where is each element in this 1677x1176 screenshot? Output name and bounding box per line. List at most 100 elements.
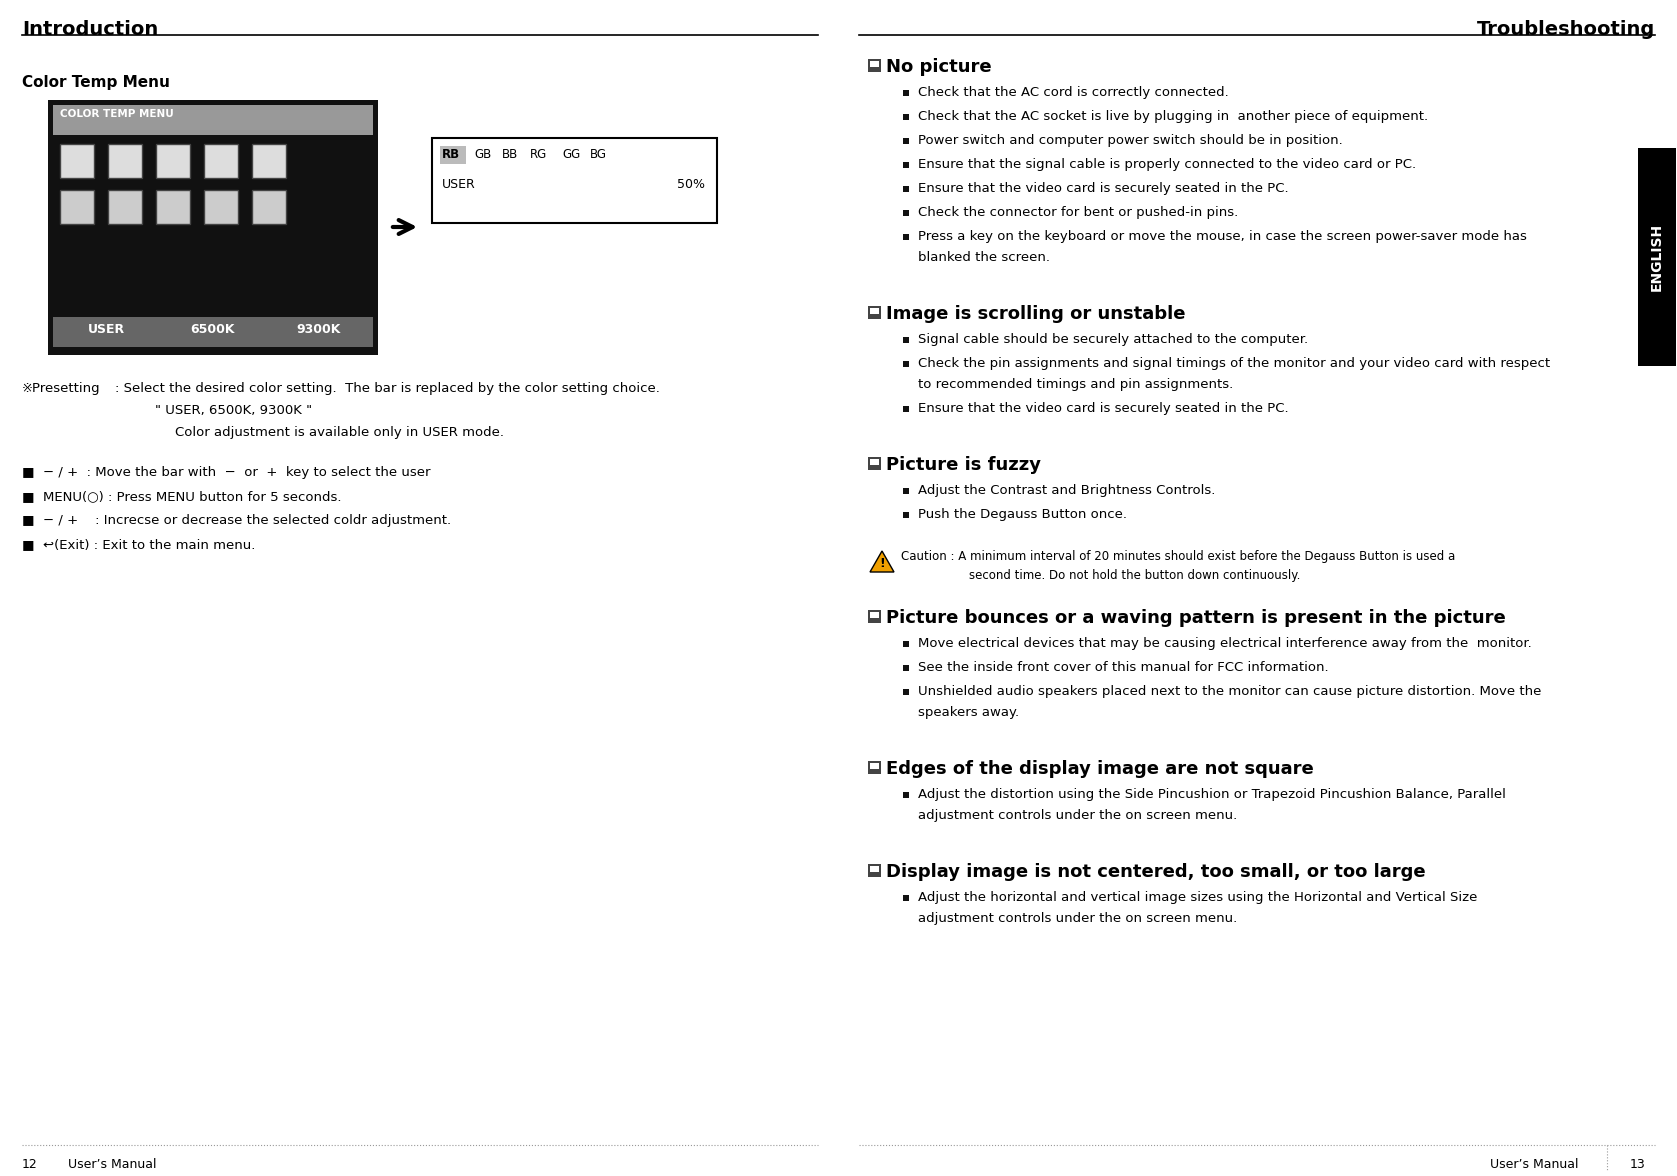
Text: Check that the AC socket is live by plugging in  another piece of equipment.: Check that the AC socket is live by plug…: [917, 111, 1429, 123]
Text: ENGLISH: ENGLISH: [1650, 223, 1664, 292]
Bar: [439, 146, 466, 163]
Bar: [902, 664, 909, 671]
Bar: [902, 338, 909, 343]
Bar: [54, 105, 372, 135]
Bar: [870, 612, 879, 619]
Text: RB: RB: [443, 148, 459, 161]
Text: Check that the AC cord is correctly connected.: Check that the AC cord is correctly conn…: [917, 86, 1229, 99]
Bar: [252, 191, 287, 223]
Text: " USER, 6500K, 9300K ": " USER, 6500K, 9300K ": [154, 405, 312, 417]
Text: User’s Manual: User’s Manual: [60, 1158, 156, 1171]
Bar: [870, 459, 879, 465]
Bar: [902, 512, 909, 517]
Text: Ensure that the video card is securely seated in the PC.: Ensure that the video card is securely s…: [917, 182, 1288, 195]
Text: RG: RG: [530, 148, 547, 161]
Text: adjustment controls under the on screen menu.: adjustment controls under the on screen …: [917, 913, 1238, 926]
Text: Color adjustment is available only in USER mode.: Color adjustment is available only in US…: [174, 426, 505, 439]
Text: Unshielded audio speakers placed next to the monitor can cause picture distortio: Unshielded audio speakers placed next to…: [917, 684, 1541, 699]
Text: Press a key on the keyboard or move the mouse, in case the screen power-saver mo: Press a key on the keyboard or move the …: [917, 230, 1526, 243]
Text: Signal cable should be securely attached to the computer.: Signal cable should be securely attached…: [917, 333, 1308, 346]
Bar: [870, 763, 879, 769]
Text: Introduction: Introduction: [22, 20, 158, 39]
Text: User’s Manual: User’s Manual: [1489, 1158, 1578, 1171]
Bar: [902, 162, 909, 168]
Text: ■  − / +  : Move the bar with  −  or  +  key to select the user: ■ − / + : Move the bar with − or + key t…: [22, 466, 431, 479]
Bar: [49, 100, 377, 355]
Bar: [433, 138, 718, 223]
Text: Picture is fuzzy: Picture is fuzzy: [885, 456, 1041, 474]
Text: Check the pin assignments and signal timings of the monitor and your video card : Check the pin assignments and signal tim…: [917, 358, 1550, 370]
Bar: [902, 895, 909, 901]
Text: speakers away.: speakers away.: [917, 706, 1020, 719]
Text: Power switch and computer power switch should be in position.: Power switch and computer power switch s…: [917, 134, 1343, 147]
Text: Color Temp Menu: Color Temp Menu: [22, 75, 169, 91]
Bar: [60, 191, 94, 223]
Bar: [156, 143, 190, 178]
Bar: [870, 61, 879, 67]
Text: 13: 13: [1630, 1158, 1645, 1171]
Bar: [902, 641, 909, 647]
Text: Image is scrolling or unstable: Image is scrolling or unstable: [885, 305, 1186, 323]
Text: Adjust the Contrast and Brightness Controls.: Adjust the Contrast and Brightness Contr…: [917, 485, 1216, 497]
Bar: [869, 306, 880, 319]
Bar: [107, 143, 143, 178]
Text: BG: BG: [590, 148, 607, 161]
Text: Picture bounces or a waving pattern is present in the picture: Picture bounces or a waving pattern is p…: [885, 609, 1506, 627]
Text: !: !: [879, 557, 885, 570]
Text: 6500K: 6500K: [191, 323, 235, 336]
Bar: [902, 186, 909, 192]
Bar: [902, 689, 909, 695]
Bar: [902, 91, 909, 96]
Bar: [902, 114, 909, 120]
Polygon shape: [870, 552, 894, 572]
Text: Ensure that the signal cable is properly connected to the video card or PC.: Ensure that the signal cable is properly…: [917, 158, 1415, 171]
Bar: [902, 791, 909, 799]
Bar: [60, 143, 94, 178]
Bar: [902, 234, 909, 240]
Text: Troubleshooting: Troubleshooting: [1477, 20, 1655, 39]
Text: Edges of the display image are not square: Edges of the display image are not squar…: [885, 760, 1313, 779]
Bar: [205, 191, 238, 223]
Text: USER: USER: [87, 323, 124, 336]
Bar: [869, 59, 880, 72]
Text: Check the connector for bent or pushed-in pins.: Check the connector for bent or pushed-i…: [917, 206, 1238, 219]
Bar: [54, 318, 372, 347]
Bar: [902, 488, 909, 494]
Text: ■  MENU(○) : Press MENU button for 5 seconds.: ■ MENU(○) : Press MENU button for 5 seco…: [22, 490, 342, 503]
Text: USER: USER: [443, 178, 476, 191]
Text: second time. Do not hold the button down continuously.: second time. Do not hold the button down…: [969, 569, 1300, 582]
Text: No picture: No picture: [885, 58, 991, 76]
Bar: [870, 308, 879, 314]
Text: Ensure that the video card is securely seated in the PC.: Ensure that the video card is securely s…: [917, 402, 1288, 415]
Text: Caution : A minimum interval of 20 minutes should exist before the Degauss Butto: Caution : A minimum interval of 20 minut…: [901, 550, 1456, 563]
Text: BB: BB: [501, 148, 518, 161]
Text: 12: 12: [22, 1158, 39, 1171]
Text: Adjust the distortion using the Side Pincushion or Trapezoid Pincushion Balance,: Adjust the distortion using the Side Pin…: [917, 788, 1506, 801]
Bar: [902, 211, 909, 216]
Text: GG: GG: [562, 148, 580, 161]
Text: ※Presetting: ※Presetting: [22, 382, 101, 395]
Bar: [107, 191, 143, 223]
Text: adjustment controls under the on screen menu.: adjustment controls under the on screen …: [917, 809, 1238, 822]
Bar: [156, 191, 190, 223]
Text: ■  ↩(Exit) : Exit to the main menu.: ■ ↩(Exit) : Exit to the main menu.: [22, 537, 255, 552]
Bar: [869, 761, 880, 774]
Text: blanked the screen.: blanked the screen.: [917, 250, 1050, 263]
Text: to recommended timings and pin assignments.: to recommended timings and pin assignmen…: [917, 377, 1233, 390]
Text: GB: GB: [475, 148, 491, 161]
Bar: [870, 866, 879, 871]
Bar: [869, 864, 880, 877]
Bar: [205, 143, 238, 178]
Bar: [902, 138, 909, 143]
Bar: [869, 457, 880, 470]
Bar: [869, 610, 880, 623]
Text: COLOR TEMP MENU: COLOR TEMP MENU: [60, 109, 174, 119]
Text: Push the Degauss Button once.: Push the Degauss Button once.: [917, 508, 1127, 521]
Text: 9300K: 9300K: [297, 323, 340, 336]
Bar: [252, 143, 287, 178]
Bar: [1638, 148, 1675, 366]
Text: ■  − / +    : Increcse or decrease the selected coldr adjustment.: ■ − / + : Increcse or decrease the selec…: [22, 514, 451, 527]
Text: : Select the desired color setting.  The bar is replaced by the color setting ch: : Select the desired color setting. The …: [116, 382, 659, 395]
Text: 50%: 50%: [678, 178, 704, 191]
Text: Move electrical devices that may be causing electrical interference away from th: Move electrical devices that may be caus…: [917, 637, 1531, 650]
